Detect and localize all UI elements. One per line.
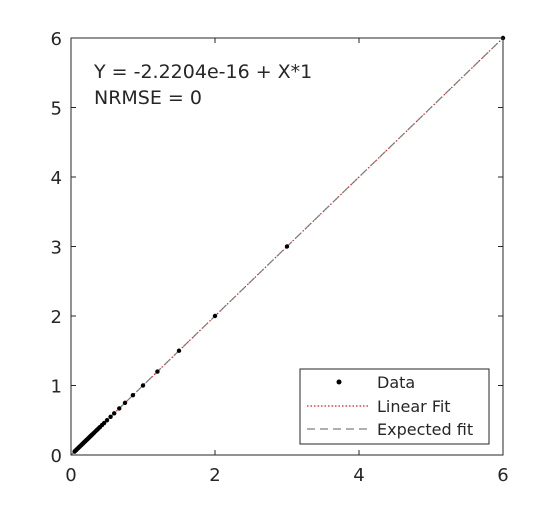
data-point <box>122 400 128 406</box>
y-tick-label: 3 <box>51 238 62 259</box>
x-tick-label: 6 <box>497 465 508 486</box>
data-point <box>104 418 110 423</box>
data-point <box>212 313 218 319</box>
data-point <box>130 393 136 398</box>
data-point <box>101 420 107 426</box>
data-points <box>72 35 506 454</box>
x-tick-label: 4 <box>353 465 364 486</box>
data-point <box>108 414 113 419</box>
y-tick-label: 4 <box>51 168 62 189</box>
legend-linear-fit-label: Linear Fit <box>377 397 451 416</box>
y-tick-label: 6 <box>51 29 62 50</box>
legend-data-label: Data <box>377 373 415 392</box>
nrmse-annotation: NRMSE = 0 <box>94 87 202 109</box>
y-tick-label: 0 <box>51 446 62 467</box>
y-tick-label: 2 <box>51 307 62 328</box>
legend-data-marker <box>336 379 342 385</box>
x-tick-label: 2 <box>209 465 220 486</box>
y-tick-label: 1 <box>51 377 62 398</box>
data-point <box>140 383 146 388</box>
equation-annotation: Y = -2.2204e-16 + X*1 <box>93 61 312 83</box>
data-point <box>155 369 160 374</box>
y-tick-label: 5 <box>51 99 62 120</box>
x-tick-label: 0 <box>65 465 76 486</box>
data-point <box>176 348 182 353</box>
data-point <box>112 411 117 416</box>
y-axis-ticks: 0 1 2 3 4 5 6 <box>51 29 503 467</box>
x-axis-ticks: 0 2 4 6 <box>65 38 509 486</box>
legend-expected-fit-label: Expected fit <box>377 420 473 439</box>
data-point <box>117 406 122 411</box>
legend: Data Linear Fit Expected fit <box>299 368 490 445</box>
data-point <box>284 244 290 249</box>
